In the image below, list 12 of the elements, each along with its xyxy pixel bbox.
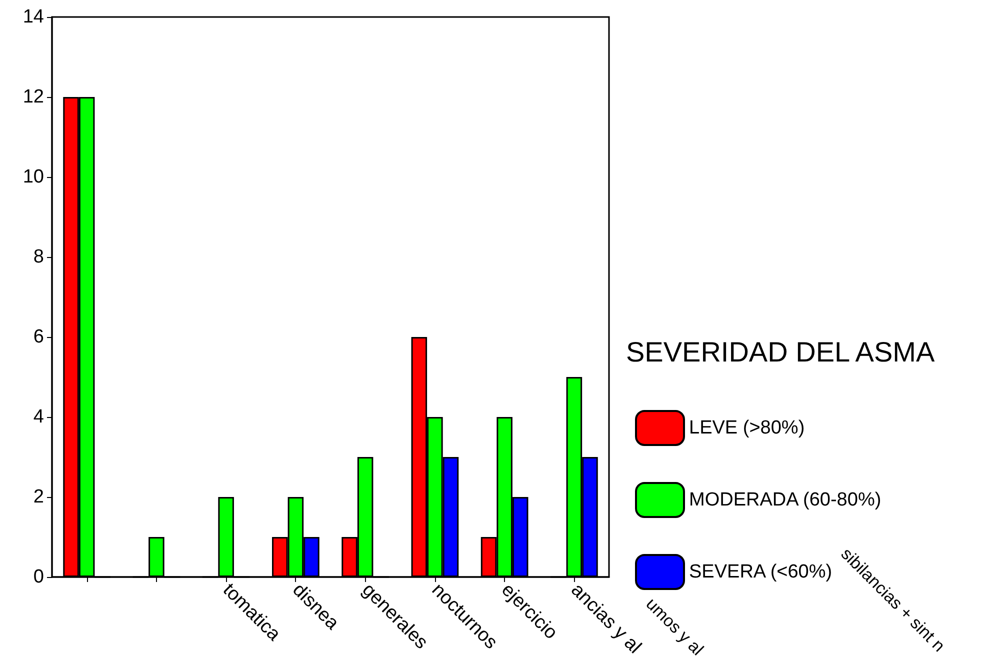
legend-title: SEVERIDAD DEL ASMA bbox=[626, 336, 935, 368]
legend-label: SEVERA (<60%) bbox=[689, 562, 832, 582]
y-tick-label: 0 bbox=[33, 566, 44, 588]
y-tick-label: 10 bbox=[22, 166, 44, 188]
y-tick-label: 8 bbox=[33, 246, 44, 268]
y-tick-label: 12 bbox=[22, 86, 44, 108]
legend-label: MODERADA (60-80%) bbox=[689, 490, 882, 510]
legend-label: LEVE (>80%) bbox=[689, 418, 805, 438]
y-tick-label: 4 bbox=[33, 406, 44, 428]
y-tick-label: 6 bbox=[33, 326, 44, 348]
y-tick-label: 2 bbox=[33, 486, 44, 508]
y-tick-label: 14 bbox=[22, 6, 44, 28]
